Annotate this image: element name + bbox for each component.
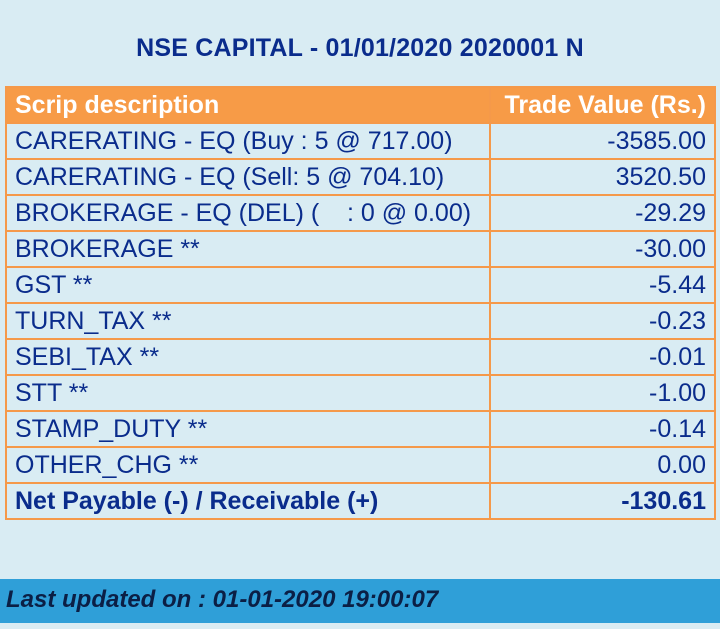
table-row: SEBI_TAX ** -0.01 <box>5 338 716 376</box>
column-header-trade-value: Trade Value (Rs.) <box>489 86 716 124</box>
trade-value-cell: -0.14 <box>489 410 716 448</box>
column-header-scrip-description: Scrip description <box>5 86 491 124</box>
table-row: OTHER_CHG ** 0.00 <box>5 446 716 484</box>
scrip-description-cell: STT ** <box>5 374 491 412</box>
table-row: STAMP_DUTY ** -0.14 <box>5 410 716 448</box>
scrip-description-cell: STAMP_DUTY ** <box>5 410 491 448</box>
trade-value-cell: -5.44 <box>489 266 716 304</box>
table-row: TURN_TAX ** -0.23 <box>5 302 716 340</box>
trade-value-cell: -1.00 <box>489 374 716 412</box>
trade-value-cell: -0.01 <box>489 338 716 376</box>
last-updated-text: Last updated on : 01-01-2020 19:00:07 <box>6 586 439 613</box>
scrip-description-cell: SEBI_TAX ** <box>5 338 491 376</box>
scrip-description-cell: BROKERAGE ** <box>5 230 491 268</box>
net-total-label: Net Payable (-) / Receivable (+) <box>5 482 491 520</box>
table-row: STT ** -1.00 <box>5 374 716 412</box>
page-title: NSE CAPITAL - 01/01/2020 2020001 N <box>136 34 584 62</box>
trade-value-cell: -29.29 <box>489 194 716 232</box>
last-updated-bar: Last updated on : 01-01-2020 19:00:07 <box>0 579 720 623</box>
trade-value-cell: -3585.00 <box>489 122 716 160</box>
trade-value-cell: 3520.50 <box>489 158 716 196</box>
table-row: BROKERAGE ** -30.00 <box>5 230 716 268</box>
contract-note-table: Scrip description Trade Value (Rs.) CARE… <box>5 86 716 520</box>
table-header-row: Scrip description Trade Value (Rs.) <box>5 86 716 124</box>
table-row: BROKERAGE - EQ (DEL) ( : 0 @ 0.00) -29.2… <box>5 194 716 232</box>
scrip-description-cell: CARERATING - EQ (Buy : 5 @ 717.00) <box>5 122 491 160</box>
trade-value-cell: -30.00 <box>489 230 716 268</box>
scrip-description-cell: OTHER_CHG ** <box>5 446 491 484</box>
scrip-description-cell: BROKERAGE - EQ (DEL) ( : 0 @ 0.00) <box>5 194 491 232</box>
net-total-value: -130.61 <box>489 482 716 520</box>
scrip-description-cell: GST ** <box>5 266 491 304</box>
net-total-row: Net Payable (-) / Receivable (+) -130.61 <box>5 482 716 520</box>
scrip-description-cell: TURN_TAX ** <box>5 302 491 340</box>
trade-value-cell: 0.00 <box>489 446 716 484</box>
table-row: CARERATING - EQ (Buy : 5 @ 717.00) -3585… <box>5 122 716 160</box>
trade-value-cell: -0.23 <box>489 302 716 340</box>
table-row: GST ** -5.44 <box>5 266 716 304</box>
table-row: CARERATING - EQ (Sell: 5 @ 704.10) 3520.… <box>5 158 716 196</box>
scrip-description-cell: CARERATING - EQ (Sell: 5 @ 704.10) <box>5 158 491 196</box>
